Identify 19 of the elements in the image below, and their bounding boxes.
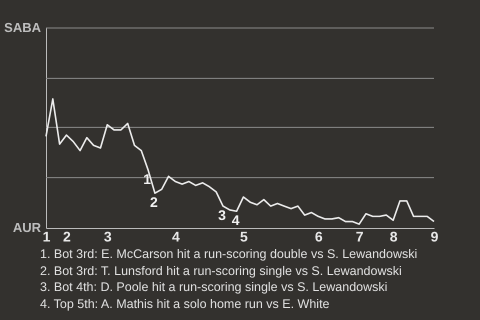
x-tick-label: 7	[356, 228, 364, 244]
annotation: 2	[150, 194, 158, 210]
text: AUR	[12, 220, 42, 235]
text: 2. Bot 3rd: T. Lunsford hit a run-scoring single vs S. Lewandowski	[40, 262, 403, 279]
x-tick-label: 8	[390, 228, 398, 244]
text: 3. Bot 4th: D. Poole hit a run-scoring single vs S. Lewandowski	[40, 279, 388, 296]
x-tick-label: 4	[172, 228, 180, 244]
annotation: 3	[218, 207, 226, 224]
x-tick-label: 1	[42, 228, 51, 244]
text: SABA	[4, 20, 42, 35]
x-tick-label: 2	[63, 228, 72, 244]
x-tick-label: 9	[430, 228, 439, 244]
x-tick-label: 6	[314, 228, 323, 244]
text: 4. Top 5th: A. Mathis hit a solo home run vs E. White	[40, 296, 330, 312]
annotation: 1	[143, 170, 152, 187]
text: 1. Bot 3rd: E. McCarson hit a run-scoring double vs S. Lewandowski	[40, 246, 418, 262]
x-tick-label: 3	[104, 228, 112, 244]
x-tick-label: 5	[240, 228, 248, 244]
annotation: 4	[232, 212, 240, 228]
